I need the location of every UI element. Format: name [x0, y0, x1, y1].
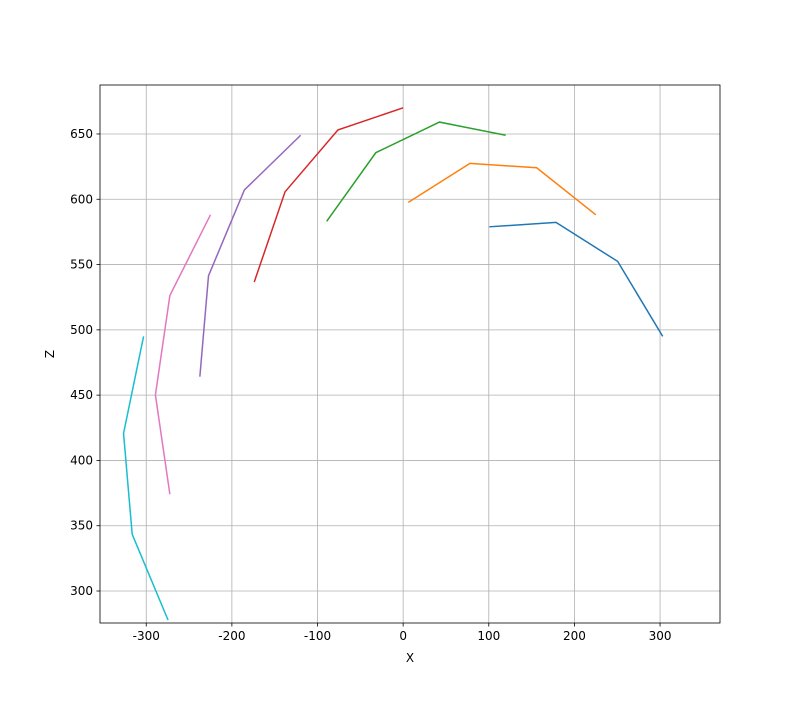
x-axis-label: X [406, 651, 414, 665]
x-tick-label: 0 [399, 629, 407, 643]
series-line [326, 121, 506, 222]
x-tick-label: -300 [133, 629, 160, 643]
x-tick-label: -200 [218, 629, 245, 643]
y-tick-label: 450 [70, 388, 93, 402]
series-line [154, 214, 212, 495]
y-tick-label: 350 [70, 519, 93, 533]
series-line [199, 134, 302, 377]
x-tick-label: -100 [304, 629, 331, 643]
series-line [489, 221, 664, 337]
y-tick-label: 400 [70, 453, 93, 467]
x-tick-label: 100 [477, 629, 500, 643]
y-axis-label: Z [43, 350, 57, 358]
plot-frame [99, 84, 721, 624]
x-tick-label: 300 [649, 629, 672, 643]
series-line [253, 107, 404, 283]
series-line [407, 162, 597, 216]
y-tick-label: 550 [70, 258, 93, 272]
series-line [122, 336, 169, 621]
y-tick-label: 650 [70, 127, 93, 141]
y-tick-label: 500 [70, 323, 93, 337]
x-tick-label: 200 [563, 629, 586, 643]
y-tick-label: 600 [70, 192, 93, 206]
y-tick-label: 300 [70, 584, 93, 598]
